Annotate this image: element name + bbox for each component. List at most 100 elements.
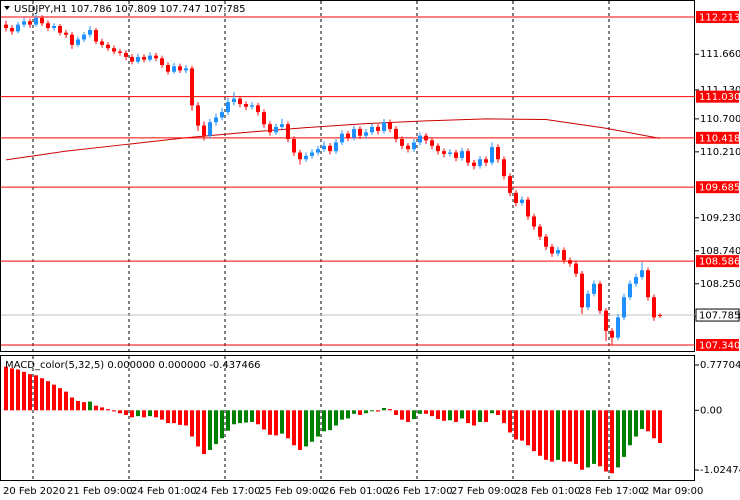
macd-bar <box>658 410 662 443</box>
x-tick-label: 20 Feb 2020 <box>3 486 65 497</box>
candle-body <box>316 149 320 153</box>
macd-bar <box>226 410 230 431</box>
candle-body <box>232 98 236 103</box>
macd-bar <box>418 410 422 414</box>
candle-body <box>442 151 446 154</box>
candle-body <box>412 142 416 150</box>
level-label: 112.213 <box>699 13 740 24</box>
candle-body <box>244 104 248 107</box>
macd-bar <box>184 410 188 426</box>
candle-body <box>208 122 212 136</box>
candle-body <box>358 128 362 136</box>
candle-body <box>418 135 422 143</box>
candle-body <box>166 65 170 72</box>
candle-body <box>148 55 152 60</box>
macd-bar <box>370 410 374 412</box>
macd-value: 0.000000 <box>158 360 206 371</box>
macd-bar <box>82 402 86 411</box>
level-label: 110.418 <box>699 133 740 144</box>
macd-bar <box>304 410 308 447</box>
macd-bar <box>40 378 44 411</box>
price-panel <box>0 0 695 352</box>
candle-body <box>406 145 410 150</box>
candle-body <box>484 159 488 163</box>
macd-tick-label: 0.00 <box>700 405 722 416</box>
candle-body <box>262 112 266 125</box>
macd-bar <box>550 410 554 462</box>
candle-body <box>310 152 314 156</box>
level-label: 108.586 <box>699 257 740 268</box>
candle-body <box>46 23 50 28</box>
macd-bar <box>364 410 368 414</box>
level-box <box>696 11 739 24</box>
candle-body <box>562 250 566 261</box>
candle-body <box>478 159 482 166</box>
x-tick-label: 28 Feb 17:00 <box>579 486 645 497</box>
level-label: 109.685 <box>699 183 740 194</box>
candle-body <box>388 122 392 129</box>
macd-bar <box>274 410 278 436</box>
x-tick-label: 2 Mar 09:00 <box>643 486 703 497</box>
macd-bar <box>586 410 590 468</box>
macd-bar <box>580 410 584 470</box>
macd-bar <box>340 410 344 420</box>
candle-body <box>118 51 122 53</box>
macd-bar <box>358 410 362 415</box>
macd-bar <box>46 381 50 411</box>
candle-body <box>658 314 662 316</box>
level-box <box>696 131 739 144</box>
y-tick-label: 110.210 <box>700 147 740 158</box>
candle-body <box>592 283 596 294</box>
macd-bar <box>646 410 650 432</box>
candle-body <box>550 246 554 254</box>
candle-body <box>436 145 440 152</box>
macd-bar <box>346 410 350 419</box>
macd-bar <box>520 410 524 441</box>
macd-bar <box>76 400 80 411</box>
candle-body <box>106 44 110 49</box>
macd-bar <box>526 410 530 446</box>
macd-bar <box>562 410 566 462</box>
level-box <box>696 90 739 103</box>
macd-bar <box>172 410 176 424</box>
macd-bar <box>502 410 506 424</box>
macd-bar <box>598 410 602 467</box>
macd-bar <box>286 410 290 439</box>
candle-body <box>268 124 272 133</box>
candle-body <box>160 58 164 66</box>
symbol: USDJPY,H1 <box>14 4 67 15</box>
macd-bar <box>160 410 164 420</box>
macd-header: MACD_color(5,32,5) 0.000000 0.000000 -0.… <box>5 360 261 371</box>
macd-bar <box>292 410 296 446</box>
candle-body <box>514 192 518 203</box>
macd-bar <box>70 397 74 411</box>
y-tick-label: 108.250 <box>700 279 740 290</box>
macd-bar <box>448 410 452 421</box>
macd-bar <box>424 410 428 414</box>
macd-bar <box>58 388 62 411</box>
macd-bar <box>652 410 656 439</box>
candle-body <box>178 66 182 71</box>
candle-body <box>100 41 104 45</box>
macd-bar <box>136 410 140 417</box>
macd-bar <box>52 384 56 411</box>
candle-body <box>136 56 140 62</box>
candle-body <box>292 139 296 153</box>
macd-bar <box>556 410 560 460</box>
candle-body <box>58 25 62 33</box>
candle-body <box>448 152 452 154</box>
macd-bar <box>166 410 170 424</box>
y-tick-label: 109.230 <box>700 213 740 224</box>
macd-bar <box>322 410 326 432</box>
macd-bar <box>28 374 32 411</box>
candle-body <box>430 140 434 146</box>
candle-body <box>16 24 20 32</box>
macd-bar <box>388 409 392 411</box>
candle-body <box>154 55 158 59</box>
candle-body <box>574 263 578 274</box>
candle-body <box>88 30 92 35</box>
macd-bar <box>142 410 146 418</box>
macd-bar <box>394 410 398 415</box>
candle-body <box>586 293 590 308</box>
